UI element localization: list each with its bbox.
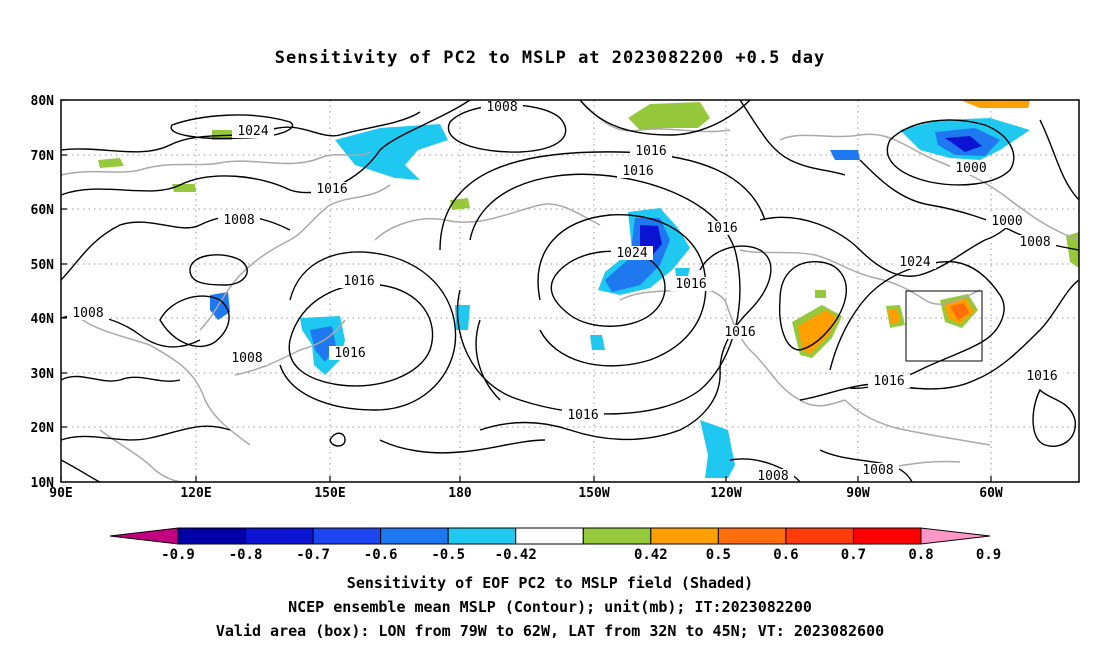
longitude-labels: 90E 120E 150E 180 150W 120W 90W 60W — [49, 486, 1003, 501]
isobar-label: 1016 — [343, 274, 374, 289]
lat-label: 70N — [31, 149, 55, 164]
isobar-label: 1016 — [635, 144, 666, 159]
map-title: Sensitivity of PC2 to MSLP at 2023082200… — [274, 48, 826, 68]
lon-label: 60W — [979, 486, 1003, 501]
colorbar-label: -0.5 — [431, 547, 465, 563]
isobar-label: 1016 — [706, 221, 737, 236]
plot-frame — [60, 99, 1080, 483]
lon-label: 90W — [846, 486, 870, 501]
colorbar-bin — [177, 527, 247, 545]
colorbar-label: 0.7 — [841, 547, 866, 563]
colorbar-label: -0.6 — [364, 547, 398, 563]
colorbar-bin — [785, 527, 854, 545]
colorbar: -0.9 -0.8 -0.7 -0.6 -0.5 -0.42 0.42 0.5 0.6 0.7 0.… — [109, 527, 1001, 563]
lon-label: 90E — [49, 486, 72, 501]
isobar-label: 1008 — [757, 469, 788, 484]
isobar-label: 1016 — [334, 346, 365, 361]
colorbar-bin — [447, 527, 517, 545]
lat-label: 30N — [31, 367, 55, 382]
colorbar-bin — [650, 527, 719, 545]
lon-label: 150W — [578, 486, 609, 501]
valid-area-box — [905, 290, 983, 362]
lon-label: 120E — [180, 486, 211, 501]
colorbar-bin — [245, 527, 314, 545]
colorbar-label: 0.8 — [908, 547, 933, 563]
axis-ticks — [60, 99, 992, 482]
isobar-label: 1016 — [316, 182, 347, 197]
lat-label: 20N — [31, 421, 55, 436]
colorbar-label: -0.7 — [296, 547, 330, 563]
isobar-labels: 1024 1008 1016 1016 1016 1008 1024 1016 … — [67, 100, 1063, 484]
isobar-label: 1008 — [223, 213, 254, 228]
colorbar-bin — [582, 527, 652, 545]
isobar-contours — [61, 100, 1079, 482]
colorbar-label: 0.42 — [634, 547, 668, 563]
lat-label: 80N — [31, 94, 55, 109]
lat-label: 40N — [31, 312, 55, 327]
colorbar-bin — [515, 527, 584, 545]
isobar-label: 1008 — [72, 306, 103, 321]
isobar-label: 1000 — [955, 161, 986, 176]
isobar-label: 1024 — [237, 124, 268, 139]
colorbar-bin — [312, 527, 382, 545]
latitude-labels: 80N 70N 60N 50N 40N 30N 20N 10N — [31, 94, 55, 491]
isobar-label: 1016 — [675, 277, 706, 292]
colorbar-label: -0.9 — [161, 547, 195, 563]
isobar-label: 1008 — [486, 100, 517, 115]
colorbar-label: 0.9 — [976, 547, 1001, 563]
isobar-label: 1024 — [899, 255, 930, 270]
colorbar-low-arrow — [109, 527, 179, 545]
caption-shaded: Sensitivity of EOF PC2 to MSLP field (Sh… — [346, 574, 754, 592]
colorbar-label: 0.5 — [706, 547, 731, 563]
lon-label: 150E — [314, 486, 345, 501]
caption-contour: NCEP ensemble mean MSLP (Contour); unit(… — [288, 598, 812, 616]
isobar-label: 1008 — [1019, 235, 1050, 250]
lon-label: 120W — [710, 486, 741, 501]
isobar-label: 1016 — [567, 408, 598, 423]
colorbar-bin — [717, 527, 787, 545]
colorbar-high-arrow — [920, 527, 991, 545]
colorbar-bin — [380, 527, 449, 545]
isobar-label: 1024 — [616, 246, 647, 261]
lat-label: 10N — [31, 476, 55, 491]
isobar-label: 1016 — [1026, 369, 1057, 384]
caption-valid-area: Valid area (box): LON from 79W to 62W, L… — [215, 622, 885, 640]
isobar-label: 1016 — [724, 325, 755, 340]
colorbar-label: -0.8 — [229, 547, 263, 563]
lat-label: 60N — [31, 203, 55, 218]
isobar-label: 1000 — [991, 214, 1022, 229]
colorbar-label: -0.42 — [495, 547, 537, 563]
isobar-label: 1008 — [862, 463, 893, 478]
colorbar-bin — [852, 527, 922, 545]
colorbar-label: 0.6 — [773, 547, 798, 563]
lat-label: 50N — [31, 258, 55, 273]
isobar-label: 1016 — [873, 374, 904, 389]
isobar-label: 1016 — [622, 164, 653, 179]
lon-label: 180 — [448, 486, 472, 501]
isobar-label: 1008 — [231, 351, 262, 366]
